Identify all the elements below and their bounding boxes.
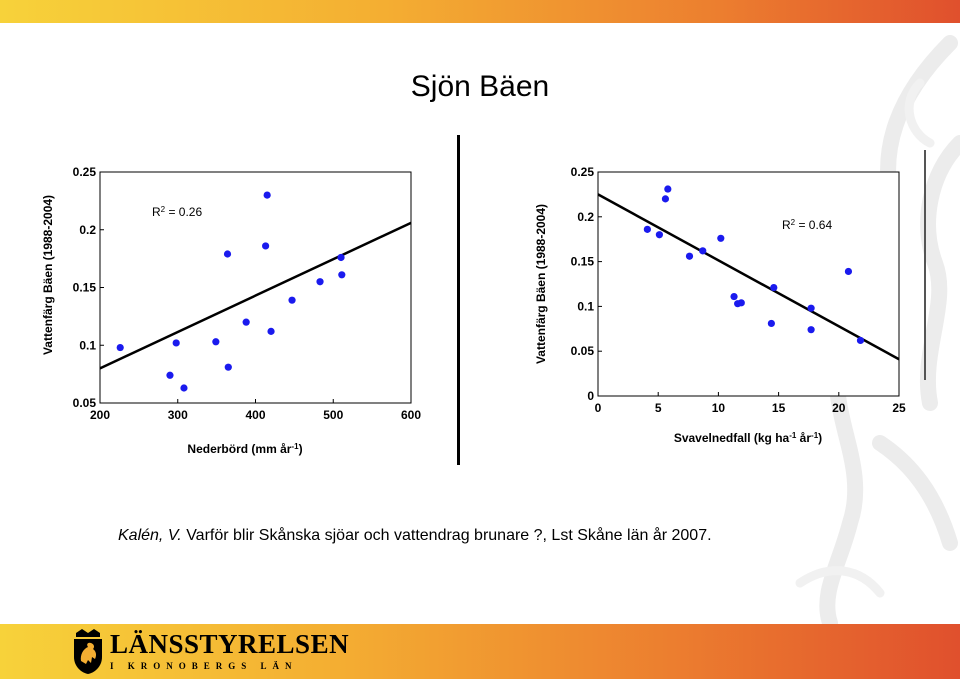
data-point xyxy=(116,343,124,352)
data-point xyxy=(664,185,672,193)
logo-subtitle: I KRONOBERGS LÄN xyxy=(110,661,298,671)
x-tick-label: 300 xyxy=(168,408,188,422)
y-tick-label: 0.25 xyxy=(73,165,97,179)
data-point xyxy=(212,338,220,346)
data-point xyxy=(730,292,738,301)
x-tick-label: 600 xyxy=(401,408,421,422)
regression-line xyxy=(99,221,412,370)
panel-divider xyxy=(457,135,460,465)
data-point xyxy=(685,252,694,260)
data-point xyxy=(699,247,707,255)
data-point xyxy=(661,195,670,203)
chart-1-r2-annotation: R2 = 0.26 xyxy=(152,205,202,220)
data-point xyxy=(767,319,775,328)
caption-author: Kalén, V. xyxy=(118,527,182,544)
data-point xyxy=(655,231,664,239)
chart-2-x-axis-label: Svavelnedfall (kg ha-1 år-1) xyxy=(674,431,822,446)
data-point xyxy=(172,339,180,347)
y-tick-label: 0.1 xyxy=(79,338,96,352)
y-tick-label: 0.05 xyxy=(571,344,595,358)
right-edge-rule xyxy=(924,150,926,380)
data-point xyxy=(224,363,232,371)
y-tick-label: 0.1 xyxy=(577,299,594,313)
x-tick-label: 5 xyxy=(655,401,662,415)
data-point xyxy=(717,234,725,242)
data-point xyxy=(770,283,778,292)
slide-title: Sjön Bäen xyxy=(410,70,550,103)
chart-1-y-axis-label: Vattenfärg Bäen (1988-2004) xyxy=(41,195,55,355)
chart-2-points xyxy=(643,185,865,345)
data-point xyxy=(844,267,853,276)
x-tick-label: 0 xyxy=(595,401,602,415)
x-tick-label: 10 xyxy=(712,401,726,415)
chart-2-ticks: 0 5 10 15 20 25 0 0.05 0.1 0.15 0.2 0.25 xyxy=(571,165,906,415)
caption-text: Varför blir Skånska sjöar och vattendrag… xyxy=(181,527,712,544)
y-tick-label: 0.15 xyxy=(571,255,595,269)
y-tick-label: 0.2 xyxy=(577,210,594,224)
chart-1-plot-area xyxy=(99,171,412,404)
y-tick-label: 0.25 xyxy=(571,165,595,179)
data-point xyxy=(180,384,188,392)
x-tick-label: 400 xyxy=(245,408,265,422)
data-point xyxy=(223,250,232,258)
data-point xyxy=(166,371,174,379)
data-point xyxy=(856,336,865,345)
data-point xyxy=(262,242,270,250)
chart-1-fit-line-group xyxy=(99,221,412,370)
x-tick-label: 15 xyxy=(772,401,786,415)
data-point xyxy=(807,326,815,334)
data-point xyxy=(242,318,250,326)
logo-name: LÄNSSTYRELSEN xyxy=(110,629,350,659)
chart-1-ticks: 200 300 400 500 600 0.05 0.1 0.15 0.2 0.25 xyxy=(73,165,422,422)
regression-line xyxy=(597,193,900,361)
coat-of-arms-lion-icon xyxy=(74,629,102,674)
data-point xyxy=(807,304,815,312)
data-point xyxy=(737,299,745,307)
chart-2-plot-area xyxy=(597,171,900,397)
bottom-color-band xyxy=(0,624,960,679)
x-tick-label: 25 xyxy=(892,401,906,415)
data-point xyxy=(267,327,275,335)
top-color-band xyxy=(0,0,960,23)
lansstyrelsen-logo: LÄNSSTYRELSEN I KRONOBERGS LÄN xyxy=(70,627,349,677)
data-point xyxy=(316,278,324,286)
data-point xyxy=(263,191,271,199)
chart-1-points xyxy=(116,191,346,392)
citation-caption: Kalén, V. Varför blir Skånska sjöar och … xyxy=(118,527,712,545)
chart-2-y-axis-label: Vattenfärg Bäen (1988-2004) xyxy=(534,204,548,364)
x-tick-label: 20 xyxy=(832,401,846,415)
data-point xyxy=(288,296,296,304)
chart-2-fit-line-group xyxy=(597,193,900,361)
y-tick-label: 0.15 xyxy=(73,281,97,295)
data-point xyxy=(337,253,345,262)
chart-1-x-axis-label: Nederbörd (mm år-1) xyxy=(187,442,302,457)
y-tick-label: 0 xyxy=(587,389,594,403)
x-tick-label: 200 xyxy=(90,408,110,422)
chart-precipitation: 200 300 400 500 600 0.05 0.1 0.15 0.2 0.25 R2 = 0… xyxy=(41,165,421,456)
data-point xyxy=(643,225,651,233)
chart-2-r2-annotation: R2 = 0.64 xyxy=(782,218,832,233)
x-tick-label: 500 xyxy=(323,408,343,422)
y-tick-label: 0.05 xyxy=(73,396,97,410)
data-point xyxy=(338,271,346,279)
y-tick-label: 0.2 xyxy=(79,223,96,237)
